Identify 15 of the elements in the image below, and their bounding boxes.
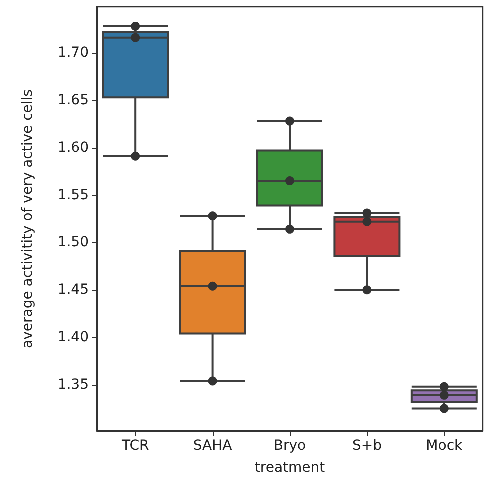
y-tick-label: 1.70 — [58, 45, 89, 62]
x-axis-title: treatment — [254, 460, 326, 476]
y-tick-label: 1.60 — [58, 140, 89, 156]
y-axis-title: average activitity of very active cells — [20, 90, 36, 348]
x-tick-label: Bryo — [274, 438, 306, 454]
y-tick-label: 1.40 — [58, 330, 89, 346]
x-tick-label: TCR — [120, 438, 150, 454]
y-tick-label: 1.55 — [58, 187, 89, 204]
x-tick-label: SAHA — [193, 438, 233, 454]
y-tick-label: 1.35 — [58, 376, 89, 393]
x-tick-label: Mock — [426, 438, 464, 454]
x-tick-label: S+b — [352, 438, 382, 454]
y-tick-label: 1.50 — [58, 234, 89, 251]
y-tick-label: 1.45 — [58, 282, 89, 298]
y-tick-label: 1.65 — [58, 92, 89, 108]
